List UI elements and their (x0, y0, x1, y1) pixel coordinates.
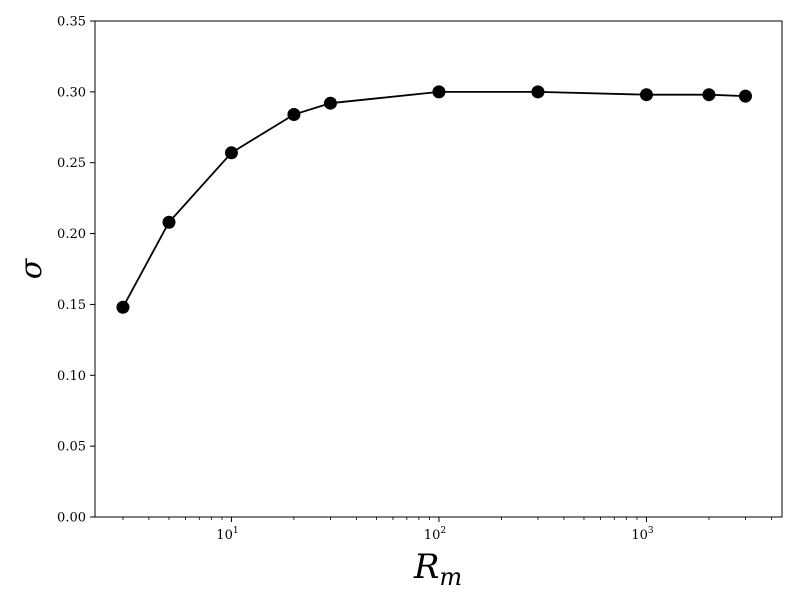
x-tick-label: 101 (216, 526, 238, 543)
x-axis-label-subscript: m (439, 563, 462, 591)
data-point (702, 88, 716, 102)
x-tick-label-exponent: 3 (648, 526, 654, 536)
y-tick-label: 0.00 (57, 511, 86, 526)
y-tick-label: 0.15 (57, 298, 86, 313)
data-point (531, 85, 545, 99)
y-tick-label: 0.20 (57, 227, 86, 242)
y-tick-label: 0.10 (57, 369, 86, 384)
x-axis-label-main: R (413, 547, 440, 587)
y-tick-label: 0.30 (57, 85, 86, 100)
data-point (639, 88, 653, 102)
y-tick-label: 0.25 (57, 156, 86, 171)
x-tick-label-base: 10 (216, 528, 233, 543)
y-tick-label: 0.05 (57, 440, 86, 455)
x-tick-label: 103 (631, 526, 654, 543)
data-point (323, 96, 337, 110)
plot-area-frame (94, 20, 783, 518)
y-axis-ticks: 0.00 0.05 0.10 0.15 0.20 0.25 0.30 0.35 (57, 15, 95, 526)
data-point (116, 300, 130, 314)
x-tick-label-exponent: 2 (440, 526, 446, 536)
y-axis-label: σ (14, 257, 49, 279)
x-tick-label: 102 (424, 526, 446, 543)
series-layer (116, 85, 752, 314)
series-line (122, 90, 746, 308)
data-point (224, 146, 238, 160)
x-tick-label-base: 10 (424, 528, 441, 543)
x-tick-label-exponent: 1 (233, 526, 239, 536)
data-point (432, 85, 446, 99)
x-axis-ticks: 101 102 103 (122, 517, 772, 543)
y-tick-label: 0.35 (57, 15, 86, 30)
x-tick-label-base: 10 (631, 528, 648, 543)
data-point (738, 89, 752, 103)
data-point (162, 215, 176, 229)
x-axis-label: Rm (413, 547, 462, 591)
data-point (287, 108, 301, 122)
